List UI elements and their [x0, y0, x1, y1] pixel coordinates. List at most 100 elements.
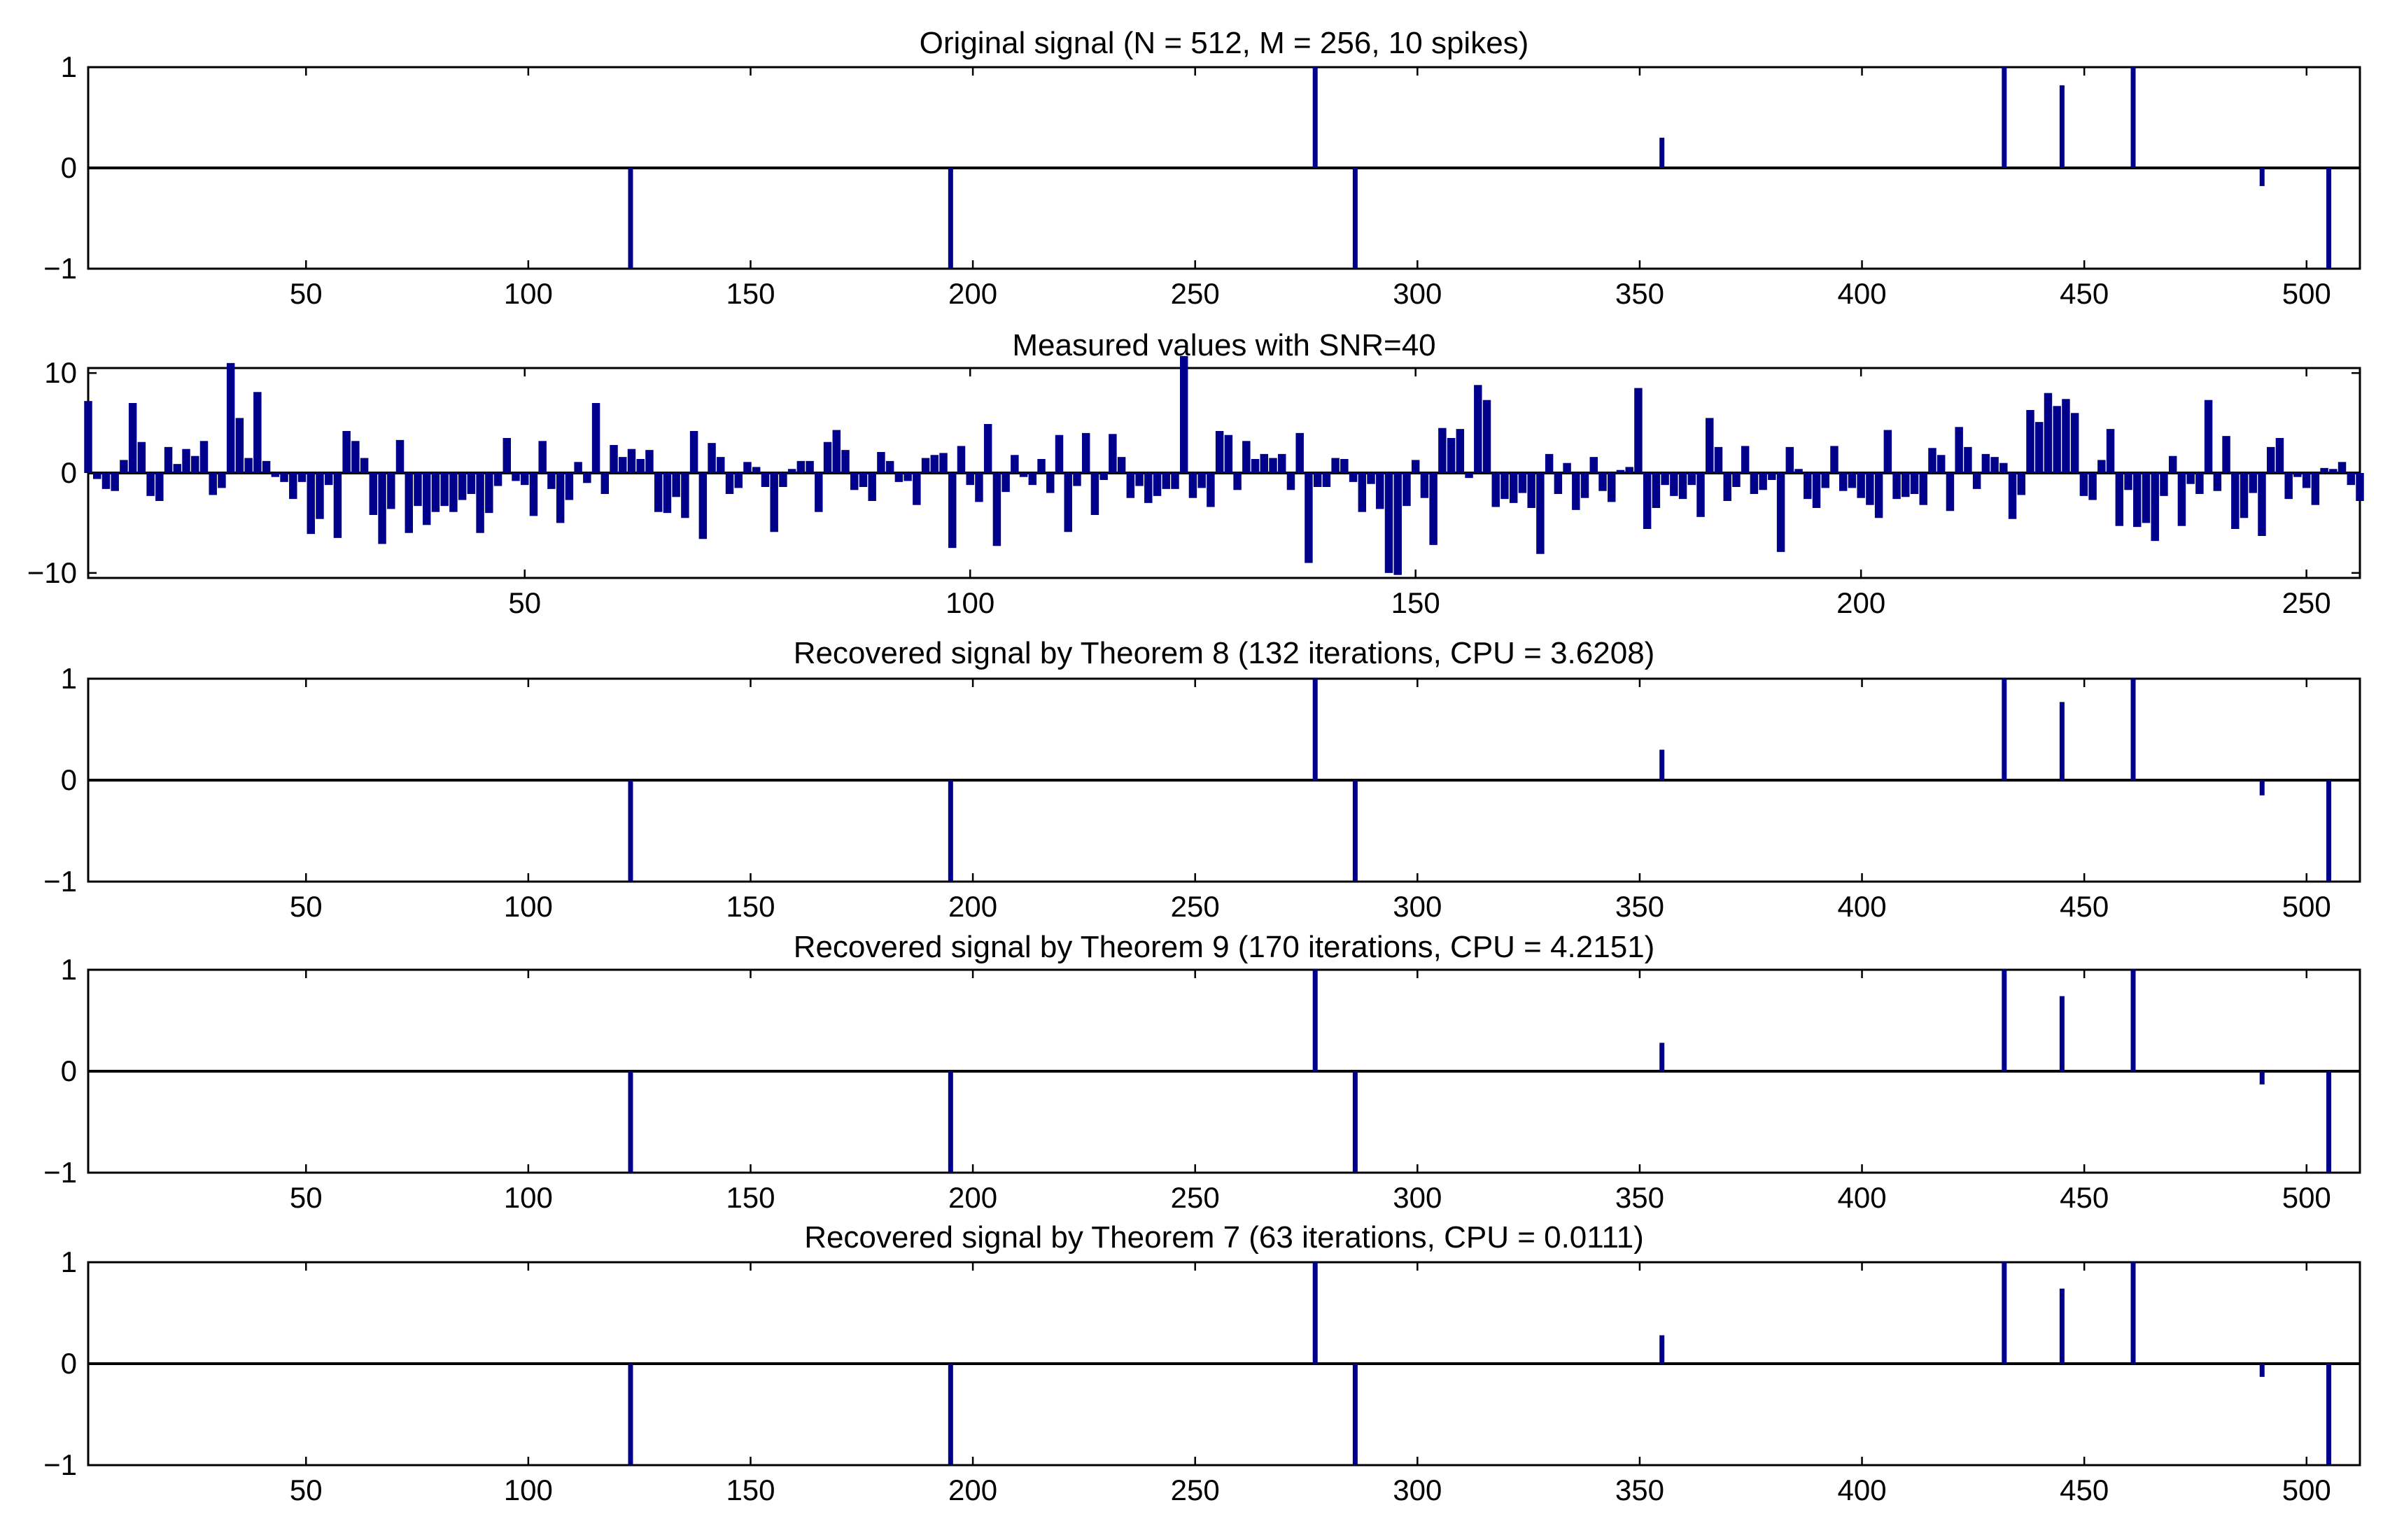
- measurement-bar: [2275, 438, 2284, 473]
- measurement-bar: [1892, 473, 1901, 500]
- measurement-bar: [921, 458, 930, 473]
- measurement-bar: [556, 473, 565, 523]
- measurement-bar: [2249, 473, 2257, 493]
- measurement-bar: [1696, 473, 1705, 517]
- spike-bar: [2130, 1262, 2136, 1364]
- measurement-bar: [1500, 473, 1509, 500]
- measurement-bar: [752, 467, 761, 473]
- measurement-bar: [2356, 473, 2364, 501]
- x-tick-label: 450: [2060, 277, 2109, 310]
- x-tick-label: 50: [290, 1181, 323, 1214]
- spike-bar: [2059, 996, 2065, 1071]
- measurement-bar: [2231, 473, 2240, 529]
- x-tick-label: 50: [290, 1474, 323, 1506]
- measurement-bar: [1251, 459, 1260, 473]
- x-tick-label: 400: [1838, 277, 1887, 310]
- measurement-bar: [342, 431, 351, 473]
- measurement-bar: [930, 455, 939, 473]
- measurement-bar: [414, 473, 422, 507]
- measurement-bar: [1207, 473, 1215, 507]
- measurement-bar: [859, 473, 868, 487]
- spike-bar: [2326, 1071, 2332, 1173]
- measurement-bar: [761, 473, 770, 487]
- spike-bar: [1659, 137, 1665, 168]
- measurement-bar: [966, 473, 974, 486]
- x-tick-label: 100: [504, 1181, 553, 1214]
- x-tick-label: 500: [2282, 890, 2331, 923]
- measurement-bar: [2133, 473, 2142, 528]
- measurement-bar: [2044, 393, 2053, 473]
- y-tick-label: −10: [27, 556, 77, 589]
- spike-bar: [2326, 168, 2332, 269]
- spike-bar: [2326, 780, 2332, 882]
- measurement-bar: [1358, 473, 1367, 512]
- measurement-bar: [111, 473, 119, 491]
- measurement-bar: [467, 473, 476, 494]
- measurement-bar: [1804, 473, 1812, 500]
- measurement-bar: [1367, 473, 1375, 484]
- x-tick-label: 500: [2282, 1474, 2331, 1506]
- measurement-bar: [2284, 473, 2293, 500]
- spike-bar: [2002, 67, 2007, 168]
- measurement-bar: [1874, 473, 1883, 518]
- spike-bar: [628, 1364, 633, 1465]
- measurement-bar: [307, 473, 315, 535]
- y-tick-label: 0: [61, 1347, 77, 1380]
- measurement-bar: [1340, 459, 1349, 473]
- spike-bar: [1659, 749, 1665, 780]
- measurement-bar: [2124, 473, 2132, 490]
- y-tick-label: −1: [43, 1156, 77, 1189]
- y-tick-label: 10: [44, 356, 77, 389]
- y-tick-label: 1: [61, 50, 77, 83]
- measurement-bar: [1545, 453, 1554, 473]
- measurement-bar: [2115, 473, 2124, 526]
- measurement-bar: [2213, 473, 2222, 491]
- measurement-bar: [2160, 473, 2168, 496]
- spike-bar: [1312, 679, 1318, 780]
- measurement-bar: [209, 473, 217, 495]
- plot-title: Measured values with SNR=40: [1012, 328, 1435, 362]
- measurement-bar: [681, 473, 689, 518]
- measurement-bar: [431, 473, 440, 512]
- spike-bar: [2326, 1364, 2332, 1465]
- measurement-bar: [253, 392, 262, 473]
- measurement-bar: [1242, 441, 1251, 473]
- measurement-bar: [1785, 446, 1794, 473]
- measurement-bar: [672, 473, 680, 497]
- x-tick-label: 200: [948, 890, 997, 923]
- measurement-bar: [1687, 473, 1696, 486]
- measurement-bar: [440, 473, 449, 507]
- spike-bar: [2130, 67, 2136, 168]
- spike-bar: [1352, 780, 1358, 882]
- x-tick-label: 500: [2282, 1181, 2331, 1214]
- measurement-bar: [841, 450, 850, 473]
- measurement-bar: [485, 473, 493, 514]
- measurement-bar: [1768, 473, 1776, 480]
- measurement-bar: [1001, 473, 1010, 493]
- measurement-bar: [297, 473, 307, 482]
- measurement-bar: [1625, 467, 1633, 473]
- measurement-bar: [1750, 473, 1759, 494]
- measurement-bar: [1910, 473, 1919, 494]
- measurement-bar: [1527, 473, 1535, 508]
- measurement-bar: [1215, 431, 1224, 473]
- measurement-bar: [636, 459, 645, 473]
- x-tick-label: 250: [2282, 586, 2331, 619]
- measurement-bar: [1946, 473, 1955, 511]
- measurement-bar: [1706, 418, 1714, 473]
- measurement-bar: [1064, 473, 1072, 532]
- spike-bar: [948, 1071, 953, 1173]
- measurement-bar: [832, 430, 841, 473]
- measurement-bar: [387, 473, 395, 509]
- measurement-bar: [378, 473, 386, 544]
- x-tick-label: 150: [726, 1474, 775, 1506]
- measurement-bar: [2302, 473, 2311, 488]
- measurement-bar: [1848, 473, 1857, 488]
- measurement-bar: [1153, 473, 1162, 496]
- y-tick-label: 0: [61, 151, 77, 184]
- plot-title: Recovered signal by Theorem 9 (170 itera…: [794, 930, 1655, 964]
- measurement-bar: [1403, 473, 1411, 507]
- measurement-bar: [538, 441, 547, 473]
- measurement-bar: [2266, 446, 2275, 473]
- measurement-bar: [868, 473, 876, 501]
